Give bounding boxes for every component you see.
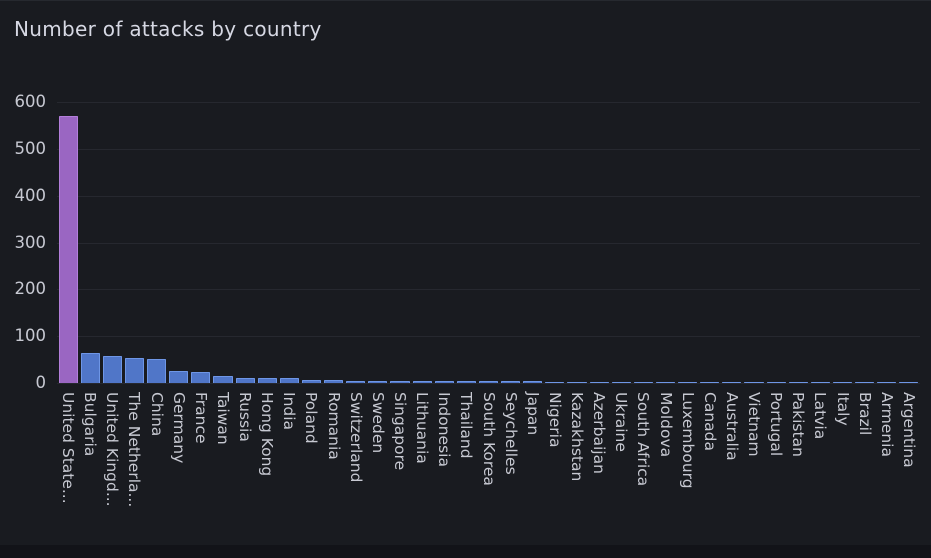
bar-lithuania[interactable] [412,380,432,383]
bar-united-kingd[interactable] [102,355,122,383]
bar-taiwan[interactable] [213,376,233,383]
x-tick-label-azerbaijan: Azerbaijan [590,392,609,474]
x-tick-label-japan: Japan [523,392,542,436]
bar-hong-kong[interactable] [257,378,277,383]
x-tick-label-united-state: United State... [59,392,78,504]
x-tick-label-vietnam: Vietnam [745,392,764,457]
gridline-0 [57,383,920,384]
bar-japan[interactable] [523,381,543,383]
bar-kazakhstan[interactable] [567,381,587,383]
x-tick-label-south-korea: South Korea [479,392,498,486]
gridline-300 [57,242,920,244]
x-tick-label-indonesia: Indonesia [435,392,454,467]
bar-china[interactable] [147,359,167,383]
y-tick-label-500: 500 [14,138,47,158]
x-tick-label-china: China [147,392,166,437]
y-tick-label-600: 600 [14,91,47,111]
bar-brazil[interactable] [855,382,875,383]
bar-vietnam[interactable] [744,382,764,383]
gridline-400 [57,195,920,197]
bar-poland[interactable] [301,379,322,383]
y-tick-label-0: 0 [35,372,47,392]
bar-russia[interactable] [235,377,255,383]
x-tick-label-italy: Italy [833,392,852,426]
x-tick-label-armenia: Armenia [877,392,896,457]
bar-south-korea[interactable] [478,381,499,383]
x-tick-label-canada: Canada [700,392,719,451]
bar-portugal[interactable] [766,382,786,383]
bar-australia[interactable] [722,382,742,383]
x-tick-label-the-netherla: The Netherla... [125,392,144,508]
bar-ukraine[interactable] [611,381,631,383]
gridline-200 [57,289,920,291]
x-tick-label-kazakhstan: Kazakhstan [568,392,586,482]
x-tick-label-south-africa: South Africa [634,392,653,487]
x-tick-label-nigeria: Nigeria [545,392,564,448]
x-tick-label-thailand: Thailand [457,392,476,459]
x-tick-label-lithuania: Lithuania [413,392,432,464]
chart-title: Number of attacks by country [14,17,322,41]
x-tick-label-ukraine: Ukraine [612,392,631,452]
page-footer-strip [0,545,931,558]
bar-thailand[interactable] [456,381,476,383]
x-tick-label-hong-kong: Hong Kong [258,392,277,477]
x-tick-label-latvia: Latvia [811,392,830,440]
bar-chart-plot-area: 0 100 200 300 400 500 600 [15,93,920,390]
bar-switzerland[interactable] [346,380,366,383]
bar-singapore[interactable] [390,380,410,383]
x-tick-label-france: France [191,392,210,444]
x-tick-label-india: India [280,392,299,431]
bar-indonesia[interactable] [434,381,454,383]
x-tick-label-poland: Poland [302,392,321,444]
bar-sweden[interactable] [368,380,388,383]
bar-france[interactable] [191,371,211,383]
bar-romania[interactable] [324,380,344,383]
attack-count-chart-card: Number of attacks by country 0 100 200 300 4… [0,0,931,546]
bar-united-state[interactable] [58,116,78,383]
x-tick-label-seychelles: Seychelles [501,392,520,475]
bar-india[interactable] [279,378,299,383]
x-tick-label-russia: Russia [236,392,255,442]
bar-seychelles[interactable] [501,381,521,383]
bar-armenia[interactable] [877,382,897,383]
y-tick-label-200: 200 [14,279,47,299]
x-tick-label-germany: Germany [169,392,188,464]
bar-canada[interactable] [700,382,720,383]
x-tick-label-portugal: Portugal [767,392,786,457]
gridline-500 [57,148,920,150]
bar-south-africa[interactable] [633,381,653,383]
y-tick-label-400: 400 [14,185,47,205]
y-tick-label-100: 100 [14,325,47,345]
bar-bulgaria[interactable] [80,353,100,383]
x-tick-label-moldova: Moldova [656,392,675,458]
gridline-100 [57,336,920,338]
x-tick-label-singapore: Singapore [390,392,409,471]
x-tick-label-australia: Australia [722,392,741,461]
y-tick-label-300: 300 [14,232,47,252]
x-axis-labels: United State... Bulgaria United Kingd... Th… [57,392,920,546]
x-tick-label-sweden: Sweden [368,392,387,454]
bar-latvia[interactable] [810,382,830,383]
bar-the-netherla[interactable] [124,357,144,383]
x-tick-label-united-kingd: United Kingd... [103,392,122,507]
bar-pakistan[interactable] [788,382,808,383]
x-tick-label-switzerland: Switzerland [346,392,365,483]
bar-luxembourg[interactable] [678,381,698,383]
bar-germany[interactable] [169,371,189,383]
x-tick-label-luxembourg: Luxembourg [678,392,697,489]
x-tick-label-pakistan: Pakistan [789,392,808,457]
x-tick-label-taiwan: Taiwan [213,392,232,445]
bar-argentina[interactable] [899,382,919,383]
x-tick-label-argentina: Argentina [899,392,918,468]
x-tick-label-brazil: Brazil [855,392,874,436]
x-tick-label-romania: Romania [324,392,343,460]
bar-nigeria[interactable] [545,381,565,383]
bar-moldova[interactable] [655,381,676,383]
bar-azerbaijan[interactable] [589,381,609,383]
bar-italy[interactable] [832,382,853,383]
x-tick-label-bulgaria: Bulgaria [81,392,100,457]
gridline-600 [57,102,920,103]
